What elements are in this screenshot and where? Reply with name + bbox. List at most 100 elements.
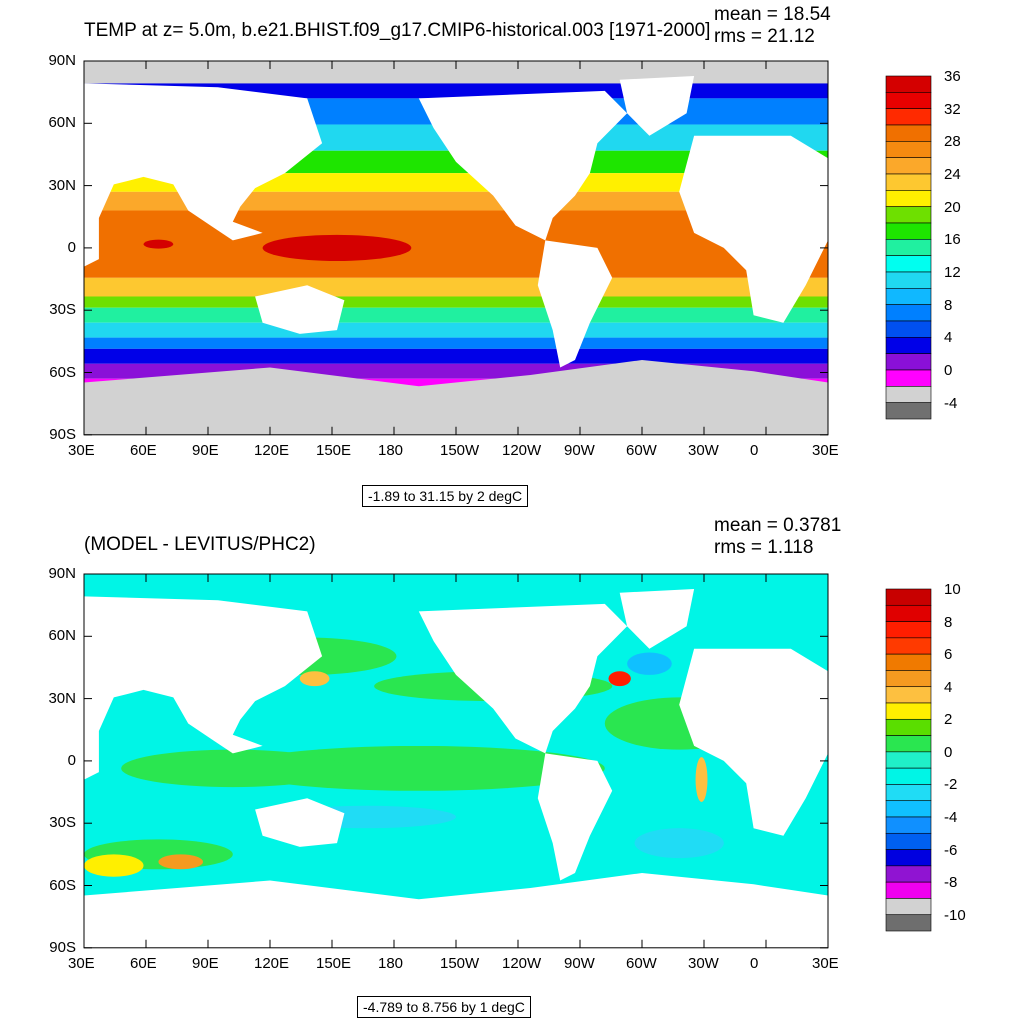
- lon-tick-label: 30E: [68, 441, 95, 459]
- lat-tick-label: 60N: [48, 627, 76, 645]
- landmass: [418, 603, 628, 754]
- lon-tick-label: 0: [750, 954, 759, 972]
- colorbar-swatch: [885, 751, 932, 769]
- lon-tick-label: 90W: [564, 441, 595, 459]
- lon-tick-label: 60W: [626, 954, 657, 972]
- landmass: [537, 240, 613, 368]
- colorbar-label: 20: [944, 198, 961, 216]
- colorbar-label: 6: [944, 646, 953, 664]
- colorbar-swatch: [885, 718, 932, 736]
- lat-tick-label: 0: [67, 751, 76, 769]
- colorbar-label: 2: [944, 711, 953, 729]
- lat-tick-label: 90N: [48, 565, 76, 582]
- colorbar-swatch: [885, 881, 932, 899]
- colorbar-label: 36: [944, 68, 961, 85]
- colorbar-swatch: [885, 271, 932, 289]
- colorbar-swatch: [885, 353, 932, 371]
- colorbar-swatch: [885, 108, 932, 126]
- colorbar-swatch: [885, 670, 932, 688]
- panel-2-title: (MODEL - LEVITUS/PHC2): [84, 534, 316, 555]
- colorbar-label: 10: [944, 581, 961, 598]
- colorbar-swatch: [885, 239, 932, 256]
- lon-tick-label: 150E: [316, 954, 352, 972]
- antarctica: [84, 360, 828, 435]
- landmass: [679, 648, 828, 836]
- colorbar-label: 32: [944, 100, 961, 118]
- lat-tick-label: 30S: [49, 301, 76, 319]
- colorbar-swatch: [885, 604, 932, 622]
- colorbar-swatch: [885, 206, 932, 224]
- colorbar-1: [885, 75, 932, 420]
- colorbar-swatch: [885, 914, 932, 932]
- lon-tick-label: 60E: [130, 441, 157, 459]
- panel-2-mean: mean = 0.3781: [714, 515, 842, 536]
- colorbar-swatch: [885, 320, 932, 338]
- lon-tick-label: 150W: [440, 954, 480, 972]
- colorbar-swatch: [885, 621, 932, 639]
- lon-tick-label: 180: [378, 441, 404, 459]
- colorbar-label: 8: [944, 296, 953, 314]
- landmass: [255, 285, 345, 334]
- colorbar-swatch: [885, 173, 932, 191]
- lon-tick-label: 150E: [316, 441, 352, 459]
- colorbar-swatch: [885, 402, 932, 420]
- lon-tick-label: 120W: [502, 954, 542, 972]
- colorbar-swatch: [885, 157, 932, 175]
- colorbar-swatch: [885, 849, 932, 867]
- panel-1-title: TEMP at z= 5.0m, b.e21.BHIST.f09_g17.CMI…: [84, 20, 711, 41]
- landmass: [255, 798, 345, 847]
- map-panel-2: [83, 573, 932, 949]
- colorbar-label: 0: [944, 362, 953, 379]
- landmass: [84, 596, 323, 780]
- lon-tick-label: 30W: [688, 954, 719, 972]
- lat-tick-label: 90N: [48, 52, 76, 69]
- landmass: [679, 135, 828, 323]
- lon-tick-label: 90E: [192, 954, 219, 972]
- lat-tick-label: 60N: [48, 114, 76, 132]
- panel-1-mean: mean = 18.54: [714, 4, 831, 25]
- colorbar-swatch: [885, 304, 932, 322]
- lon-tick-label: 90E: [192, 441, 219, 459]
- colorbar-label: 4: [944, 678, 953, 696]
- colorbar-swatch: [885, 386, 932, 403]
- antarctica: [84, 873, 828, 948]
- colorbar-label: -6: [944, 841, 958, 859]
- lon-tick-label: 120E: [254, 954, 290, 972]
- panel-2-contour-info: -4.789 to 8.756 by 1 degC: [357, 996, 531, 1018]
- colorbar-swatch: [885, 767, 932, 785]
- map-panel-1: [83, 60, 932, 436]
- lat-tick-label: 30N: [48, 176, 76, 194]
- colorbar-swatch: [885, 337, 932, 354]
- colorbar-swatch: [885, 898, 932, 916]
- colorbar-label: 8: [944, 613, 953, 631]
- lon-tick-label: 60E: [130, 954, 157, 972]
- colorbar-swatch: [885, 865, 932, 883]
- lon-tick-label: 0: [750, 441, 759, 459]
- lon-tick-label: 30E: [68, 954, 95, 972]
- colorbar-swatch: [885, 800, 932, 818]
- colorbar-swatch: [885, 588, 932, 606]
- colorbar-swatch: [885, 124, 932, 142]
- colorbar-swatch: [885, 816, 932, 834]
- lon-tick-label: 30W: [688, 441, 719, 459]
- colorbar-swatch: [885, 637, 932, 655]
- landmass: [619, 589, 695, 649]
- lon-tick-label: 60W: [626, 441, 657, 459]
- colorbar-swatch: [885, 92, 932, 109]
- colorbar-label: -8: [944, 874, 958, 892]
- colorbar-swatch: [885, 832, 932, 850]
- landmass: [537, 753, 613, 881]
- lat-tick-label: 0: [67, 238, 76, 256]
- lon-tick-label: 90W: [564, 954, 595, 972]
- colorbar-label: -10: [944, 906, 966, 924]
- panel-2-rms: rms = 1.118: [714, 537, 814, 558]
- colorbar-swatch: [885, 222, 932, 240]
- colorbar-swatch: [885, 255, 932, 273]
- lat-tick-label: 90S: [49, 425, 76, 443]
- colorbar-swatch: [885, 686, 932, 704]
- lon-tick-label: 30E: [812, 954, 839, 972]
- colorbar-label: 24: [944, 166, 961, 183]
- lon-tick-label: 180: [378, 954, 404, 972]
- colorbar-swatch: [885, 702, 932, 720]
